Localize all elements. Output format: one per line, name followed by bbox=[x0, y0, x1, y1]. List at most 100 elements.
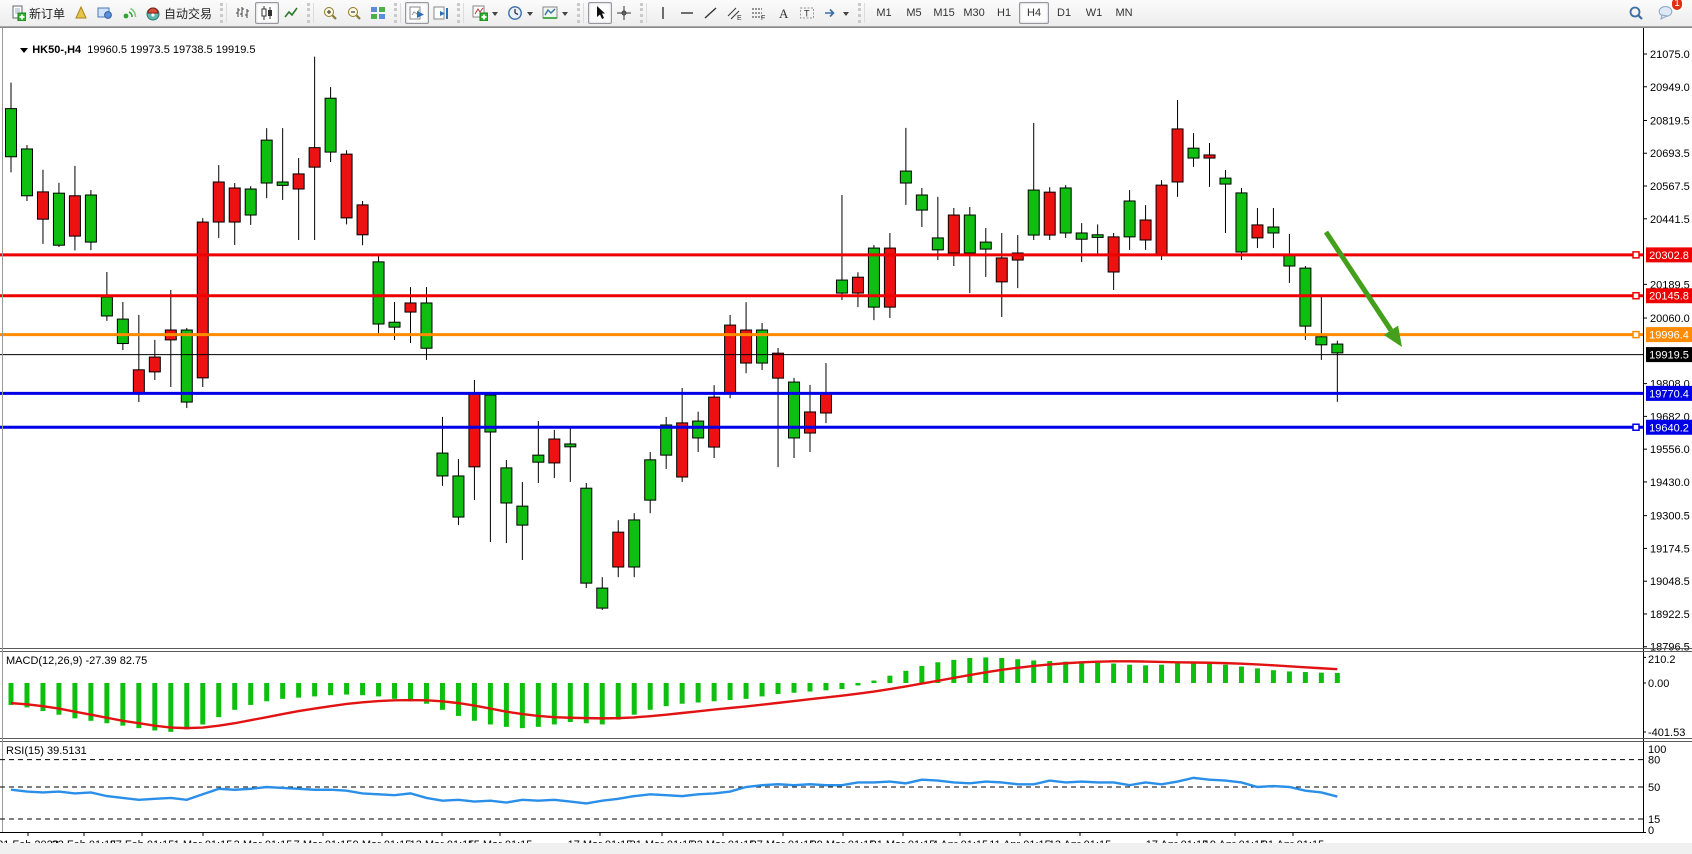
candle-bear bbox=[804, 411, 816, 434]
candle-bear bbox=[995, 257, 1008, 283]
timeframe-H1[interactable]: H1 bbox=[989, 2, 1019, 24]
zoom-in-button[interactable] bbox=[318, 2, 342, 24]
rsi-axis-label: 50 bbox=[1648, 782, 1660, 794]
search-button[interactable] bbox=[1624, 2, 1648, 24]
candle-bull bbox=[20, 148, 33, 197]
toolbar-separator bbox=[307, 3, 315, 23]
collapse-arrow-icon[interactable] bbox=[20, 47, 29, 53]
candle-bull bbox=[899, 170, 912, 184]
bar-chart-button[interactable] bbox=[231, 2, 255, 24]
arrows-button[interactable] bbox=[819, 2, 854, 24]
candle-bull bbox=[580, 487, 593, 584]
candle-bull bbox=[420, 302, 433, 349]
candle-bear bbox=[1043, 191, 1056, 236]
text-label-button[interactable]: T bbox=[795, 2, 819, 24]
candle-bear bbox=[132, 369, 145, 394]
tile-windows-button[interactable] bbox=[366, 2, 390, 24]
fibonacci-button[interactable]: F bbox=[747, 2, 771, 24]
candle-bull bbox=[180, 329, 193, 403]
crosshair-button[interactable] bbox=[612, 2, 636, 24]
line-handle[interactable] bbox=[1632, 330, 1640, 339]
price-axis: 21075.0 20949.0 20819.5 20693.5 20567.5 20441… bbox=[1643, 28, 1692, 832]
cursor-button[interactable] bbox=[588, 2, 613, 24]
y-tick-label: 18796.5 bbox=[1650, 642, 1690, 654]
arrow-shaft bbox=[1323, 230, 1394, 332]
y-tick-label: 19430.0 bbox=[1650, 477, 1690, 489]
chart-shift-button[interactable] bbox=[429, 2, 453, 24]
candle-bull bbox=[260, 139, 273, 184]
y-tick-label: 20060.0 bbox=[1650, 313, 1690, 325]
chart-window[interactable]: 21075.0 20949.0 20819.5 20693.5 20567.5 20441… bbox=[0, 27, 1692, 848]
zoom-out-button[interactable] bbox=[342, 2, 366, 24]
toolbar-separator bbox=[858, 3, 866, 23]
line-chart-icon bbox=[283, 5, 299, 21]
candle-bear bbox=[676, 422, 689, 478]
candle-bull bbox=[756, 329, 769, 364]
candle-bear bbox=[292, 173, 305, 190]
chart-type-group bbox=[229, 1, 305, 25]
horizontal-line-button[interactable] bbox=[675, 2, 699, 24]
new-order-button[interactable]: 新订单 bbox=[6, 2, 69, 24]
cursor-group bbox=[586, 1, 638, 25]
timeframe-D1[interactable]: D1 bbox=[1049, 2, 1079, 24]
candle-bear bbox=[1139, 219, 1152, 241]
y-tick-label: 19556.0 bbox=[1650, 444, 1690, 456]
line-handle[interactable] bbox=[1632, 291, 1640, 300]
clock-icon bbox=[507, 5, 523, 21]
text-button[interactable]: A bbox=[771, 2, 795, 24]
candle-bull bbox=[388, 321, 401, 328]
timeframe-M30[interactable]: M30 bbox=[959, 2, 989, 24]
toolbar: 新订单 自动交易 E F bbox=[0, 0, 1692, 27]
candle-bull bbox=[452, 475, 465, 518]
styler-button[interactable] bbox=[69, 2, 93, 24]
timeframe-W1[interactable]: W1 bbox=[1079, 2, 1109, 24]
candle-bull bbox=[1123, 200, 1136, 238]
candle-bear bbox=[404, 302, 417, 313]
candlestick-button[interactable] bbox=[255, 2, 280, 24]
ohlc-values: 19960.5 19973.5 19738.5 19919.5 bbox=[87, 44, 256, 56]
line-chart-button[interactable] bbox=[279, 2, 303, 24]
line-handle[interactable] bbox=[1632, 423, 1640, 432]
indicators-button[interactable] bbox=[468, 2, 503, 24]
line-handle[interactable] bbox=[1632, 251, 1640, 259]
candle-bull bbox=[52, 192, 65, 246]
chevron-down-icon bbox=[491, 5, 499, 21]
candle-bull bbox=[516, 505, 529, 526]
candle-bull bbox=[1091, 234, 1104, 238]
toolbar-separator bbox=[220, 3, 228, 23]
macd-axis-label: 0.00 bbox=[1648, 678, 1669, 690]
candle-bear bbox=[772, 352, 785, 379]
cursor-icon bbox=[592, 5, 608, 21]
templates-icon bbox=[542, 5, 558, 21]
notifications-button[interactable] bbox=[1654, 1, 1678, 23]
trend-arrow-annotation[interactable] bbox=[1323, 230, 1402, 347]
objects-group: E F A T bbox=[649, 1, 856, 25]
price-badge bbox=[1646, 247, 1692, 263]
chevron-down-icon bbox=[561, 5, 569, 21]
autotrading-button[interactable]: 自动交易 bbox=[141, 2, 216, 24]
vertical-line-icon bbox=[655, 5, 671, 21]
timeframe-M1[interactable]: M1 bbox=[869, 2, 899, 24]
candle-bull bbox=[564, 443, 577, 448]
terminal-button[interactable] bbox=[93, 2, 117, 24]
macd-axis-label: 210.2 bbox=[1648, 654, 1676, 666]
candle-bull bbox=[915, 194, 928, 211]
timeframe-M15[interactable]: M15 bbox=[929, 2, 959, 24]
channel-button[interactable]: E bbox=[723, 2, 747, 24]
trendline-button[interactable] bbox=[699, 2, 723, 24]
tile-windows-icon bbox=[370, 5, 386, 21]
timeframe-H4[interactable]: H4 bbox=[1019, 2, 1050, 24]
vertical-line-button[interactable] bbox=[651, 2, 675, 24]
auto-scroll-button[interactable] bbox=[405, 2, 430, 24]
candle-bear bbox=[612, 531, 625, 568]
timeframe-group: M1 M5 M15 M30 H1 H4 D1 W1 MN bbox=[867, 1, 1141, 25]
periods-button[interactable] bbox=[503, 2, 538, 24]
rsi-line bbox=[10, 776, 1338, 805]
candle-bull bbox=[1315, 336, 1328, 346]
timeframe-M5[interactable]: M5 bbox=[899, 2, 929, 24]
price-badge-label: 19640.2 bbox=[1649, 422, 1689, 434]
timeframe-MN[interactable]: MN bbox=[1109, 2, 1139, 24]
signal-button[interactable] bbox=[117, 2, 141, 24]
templates-button[interactable] bbox=[538, 2, 573, 24]
